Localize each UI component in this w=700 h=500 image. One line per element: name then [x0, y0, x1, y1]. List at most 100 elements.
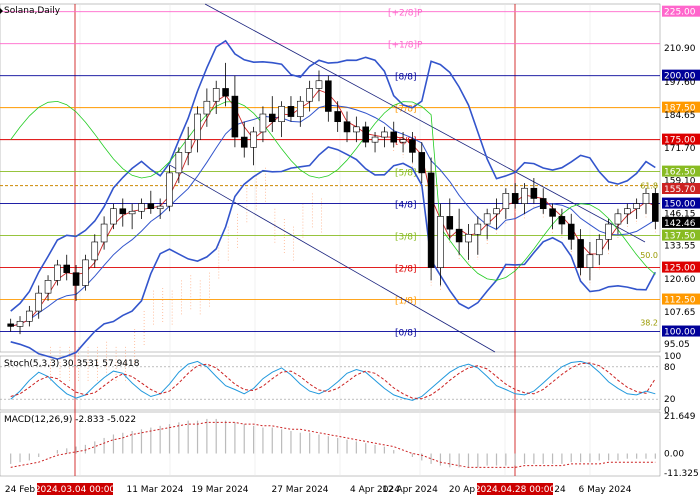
candle-body — [567, 223, 575, 240]
candle-body — [409, 139, 416, 153]
candle-body — [100, 223, 108, 243]
price-axis-label: 225.00 — [664, 8, 696, 18]
candle — [54, 259, 61, 286]
candle — [549, 203, 556, 230]
trend-line-lower — [169, 164, 496, 353]
date-highlight-label: 2024.04.28 00:00 — [475, 485, 556, 495]
price-panel — [0, 3, 661, 353]
murrey-level-label: [5/8] — [395, 169, 417, 179]
macd-axis-label: -11.325 — [664, 469, 699, 479]
candle — [614, 208, 622, 235]
murrey-level-label: [8/8] — [395, 73, 417, 83]
candle — [652, 188, 659, 230]
candle — [362, 121, 369, 148]
candle-body — [212, 88, 220, 102]
candle-body — [26, 310, 33, 322]
stoch-title: Stoch(5,3,3) 30.3531 57.9418 — [4, 359, 140, 369]
price-axis-badge — [662, 197, 700, 209]
candle-body — [44, 280, 52, 294]
candle-body — [175, 152, 183, 174]
candle — [128, 203, 136, 230]
candle — [446, 198, 454, 240]
macd-axis-label: 0.00 — [664, 450, 684, 460]
candle-body — [156, 205, 164, 210]
candle-body — [474, 223, 482, 235]
candle — [511, 183, 519, 209]
candle — [278, 101, 285, 138]
candle-body — [624, 208, 631, 215]
candle-body — [437, 216, 444, 268]
candle — [259, 106, 267, 143]
candle-body — [287, 106, 295, 117]
x-tick-label: 4 Apr 2024 — [350, 485, 400, 495]
candle-body — [558, 216, 566, 225]
candle — [63, 254, 71, 281]
candle — [44, 275, 52, 301]
candle — [325, 75, 332, 122]
candle — [427, 157, 435, 281]
candle-body — [493, 208, 500, 215]
price-axis-badge — [662, 293, 700, 305]
candle-body — [539, 198, 547, 210]
candle-body — [63, 264, 71, 273]
candle-body — [119, 208, 127, 215]
x-tick-label: 24 Feb — [5, 485, 36, 495]
candle — [287, 96, 295, 122]
date-highlight-badge — [477, 483, 553, 495]
price-axis-badge — [662, 183, 700, 195]
candle — [334, 101, 341, 132]
candle-body — [7, 323, 14, 327]
candle — [567, 213, 575, 250]
candle-body — [334, 111, 341, 123]
macd-panel — [0, 411, 661, 477]
price-axis-label: 187.50 — [664, 104, 696, 114]
candle-body — [418, 152, 426, 174]
candle — [558, 208, 566, 235]
candle — [371, 131, 379, 153]
candle-body — [240, 136, 248, 148]
price-axis-badge — [662, 165, 700, 177]
candle — [390, 121, 398, 148]
candle-body — [595, 239, 603, 256]
candle — [268, 96, 276, 132]
candle — [119, 198, 127, 227]
candle — [16, 316, 24, 335]
fib-level-label: 61.8 — [640, 182, 658, 191]
candle-body — [128, 210, 136, 215]
price-axis-label: 150.00 — [664, 200, 696, 210]
murrey-level-label: [2/8] — [395, 265, 417, 275]
candle — [138, 198, 145, 219]
candle — [147, 190, 155, 214]
macd-signal-line — [10, 421, 656, 468]
stoch-axis-label: 80 — [664, 363, 676, 373]
candle-body — [614, 213, 622, 225]
date-highlight-label: 2024.03.04 00:00 — [35, 485, 116, 495]
candle-body — [16, 320, 24, 327]
candle — [530, 178, 538, 204]
price-axis-badge — [662, 69, 700, 81]
trend-line-upper — [204, 3, 646, 243]
candle-body — [82, 259, 89, 286]
murrey-level-label: [4/8] — [395, 201, 417, 211]
candle — [250, 126, 257, 166]
candle — [409, 131, 416, 163]
candle — [642, 188, 650, 214]
candle — [184, 126, 192, 166]
candle — [110, 203, 117, 230]
candle-body — [297, 100, 304, 117]
candle-body — [35, 292, 42, 312]
candle-body — [147, 203, 155, 210]
candle-body — [446, 216, 454, 230]
candle — [7, 318, 14, 332]
candle-body — [530, 187, 538, 199]
candle-body — [72, 272, 80, 286]
murrey-level-label: [+1/8]P — [388, 41, 423, 51]
price-axis-label: 137.50 — [664, 232, 696, 242]
candle-body — [633, 203, 640, 210]
date-highlight-badge — [37, 483, 113, 495]
candle — [82, 254, 89, 291]
price-axis-label: 146.15 — [664, 209, 696, 219]
candle-body — [549, 208, 556, 217]
murrey-level-label: [+2/8]P — [388, 9, 423, 19]
